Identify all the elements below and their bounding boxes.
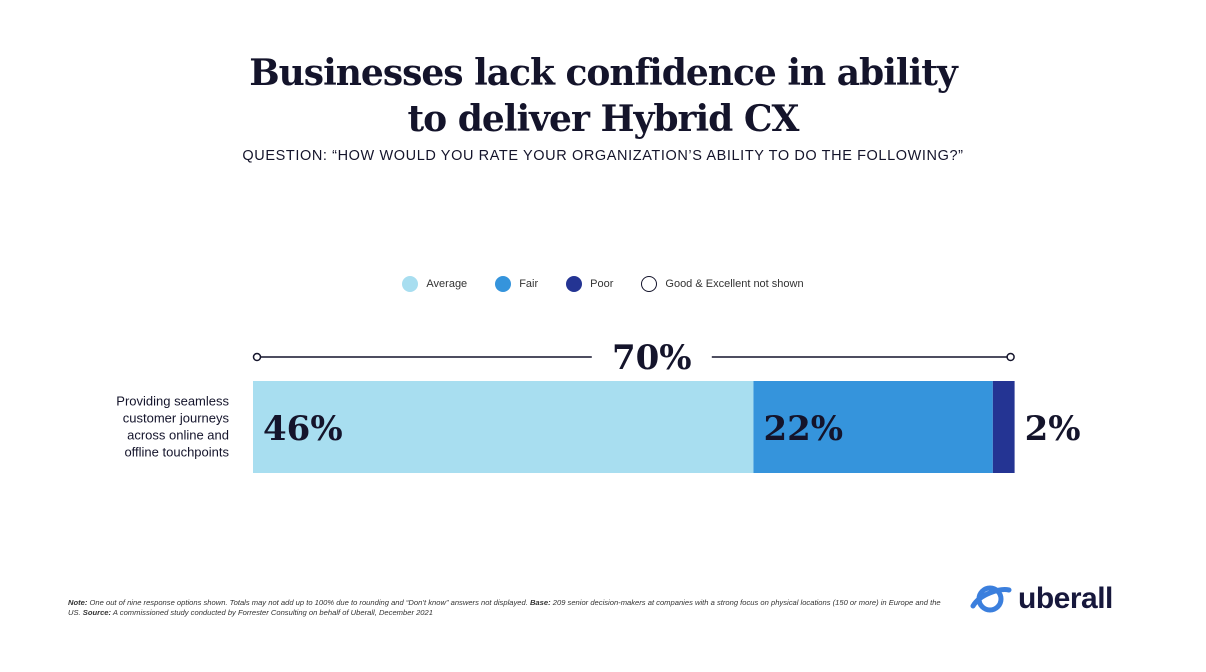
- legend-label-poor: Poor: [590, 278, 614, 290]
- bar-segment-average: [253, 381, 754, 473]
- legend: Average Fair Poor Good & Excellent not s…: [0, 276, 1206, 292]
- source-text: A commissioned study conducted by Forres…: [111, 608, 433, 617]
- value-label-poor: 2%: [1025, 409, 1081, 449]
- legend-swatch-average: [402, 276, 419, 292]
- category-label-line: offline touchpoints: [124, 445, 229, 460]
- footnote: Note: One out of nine response options s…: [68, 598, 948, 618]
- legend-item-poor: Poor: [566, 276, 613, 292]
- value-label-fair: 22%: [763, 409, 843, 449]
- legend-swatch-not-shown: [641, 276, 658, 292]
- value-label-average: 46%: [263, 409, 343, 449]
- note-text: One out of nine response options shown. …: [87, 598, 530, 607]
- source-label: Source:: [82, 608, 112, 617]
- legend-item-fair: Fair: [495, 276, 538, 292]
- base-text: 209 senior decision-makers at companies …: [68, 598, 941, 617]
- base-label: Base:: [529, 598, 551, 607]
- uberall-logo-word: uberall: [1018, 582, 1113, 615]
- legend-label-average: Average: [426, 278, 468, 290]
- bar-segment-fair: [753, 381, 993, 473]
- title-line-1: Businesses lack confidence in ability: [249, 52, 958, 94]
- total-line-left-cap: [252, 352, 262, 362]
- uberall-logo-icon: [970, 585, 1012, 613]
- title-line-2: to deliver Hybrid CX: [407, 98, 800, 140]
- category-label-line: Providing seamless: [116, 394, 229, 409]
- chart-title: Businesses lack confidence in ability to…: [0, 50, 1206, 142]
- bar-segment-poor: [992, 381, 1015, 473]
- legend-label-fair: Fair: [519, 278, 539, 290]
- category-label-line: customer journeys: [123, 411, 230, 426]
- legend-item-not-shown: Good & Excellent not shown: [641, 276, 804, 292]
- legend-swatch-fair: [495, 276, 512, 292]
- legend-item-average: Average: [402, 276, 467, 292]
- note-label: Note:: [68, 598, 88, 607]
- uberall-logo: uberall: [970, 582, 1113, 616]
- total-label: 70%: [612, 338, 692, 378]
- total-line-right-cap: [1006, 352, 1015, 362]
- category-label-line: across online and: [127, 428, 229, 443]
- legend-label-not-shown: Good & Excellent not shown: [665, 278, 804, 290]
- chart-subtitle: QUESTION: “HOW WOULD YOU RATE YOUR ORGAN…: [242, 148, 964, 164]
- legend-swatch-poor: [566, 276, 583, 292]
